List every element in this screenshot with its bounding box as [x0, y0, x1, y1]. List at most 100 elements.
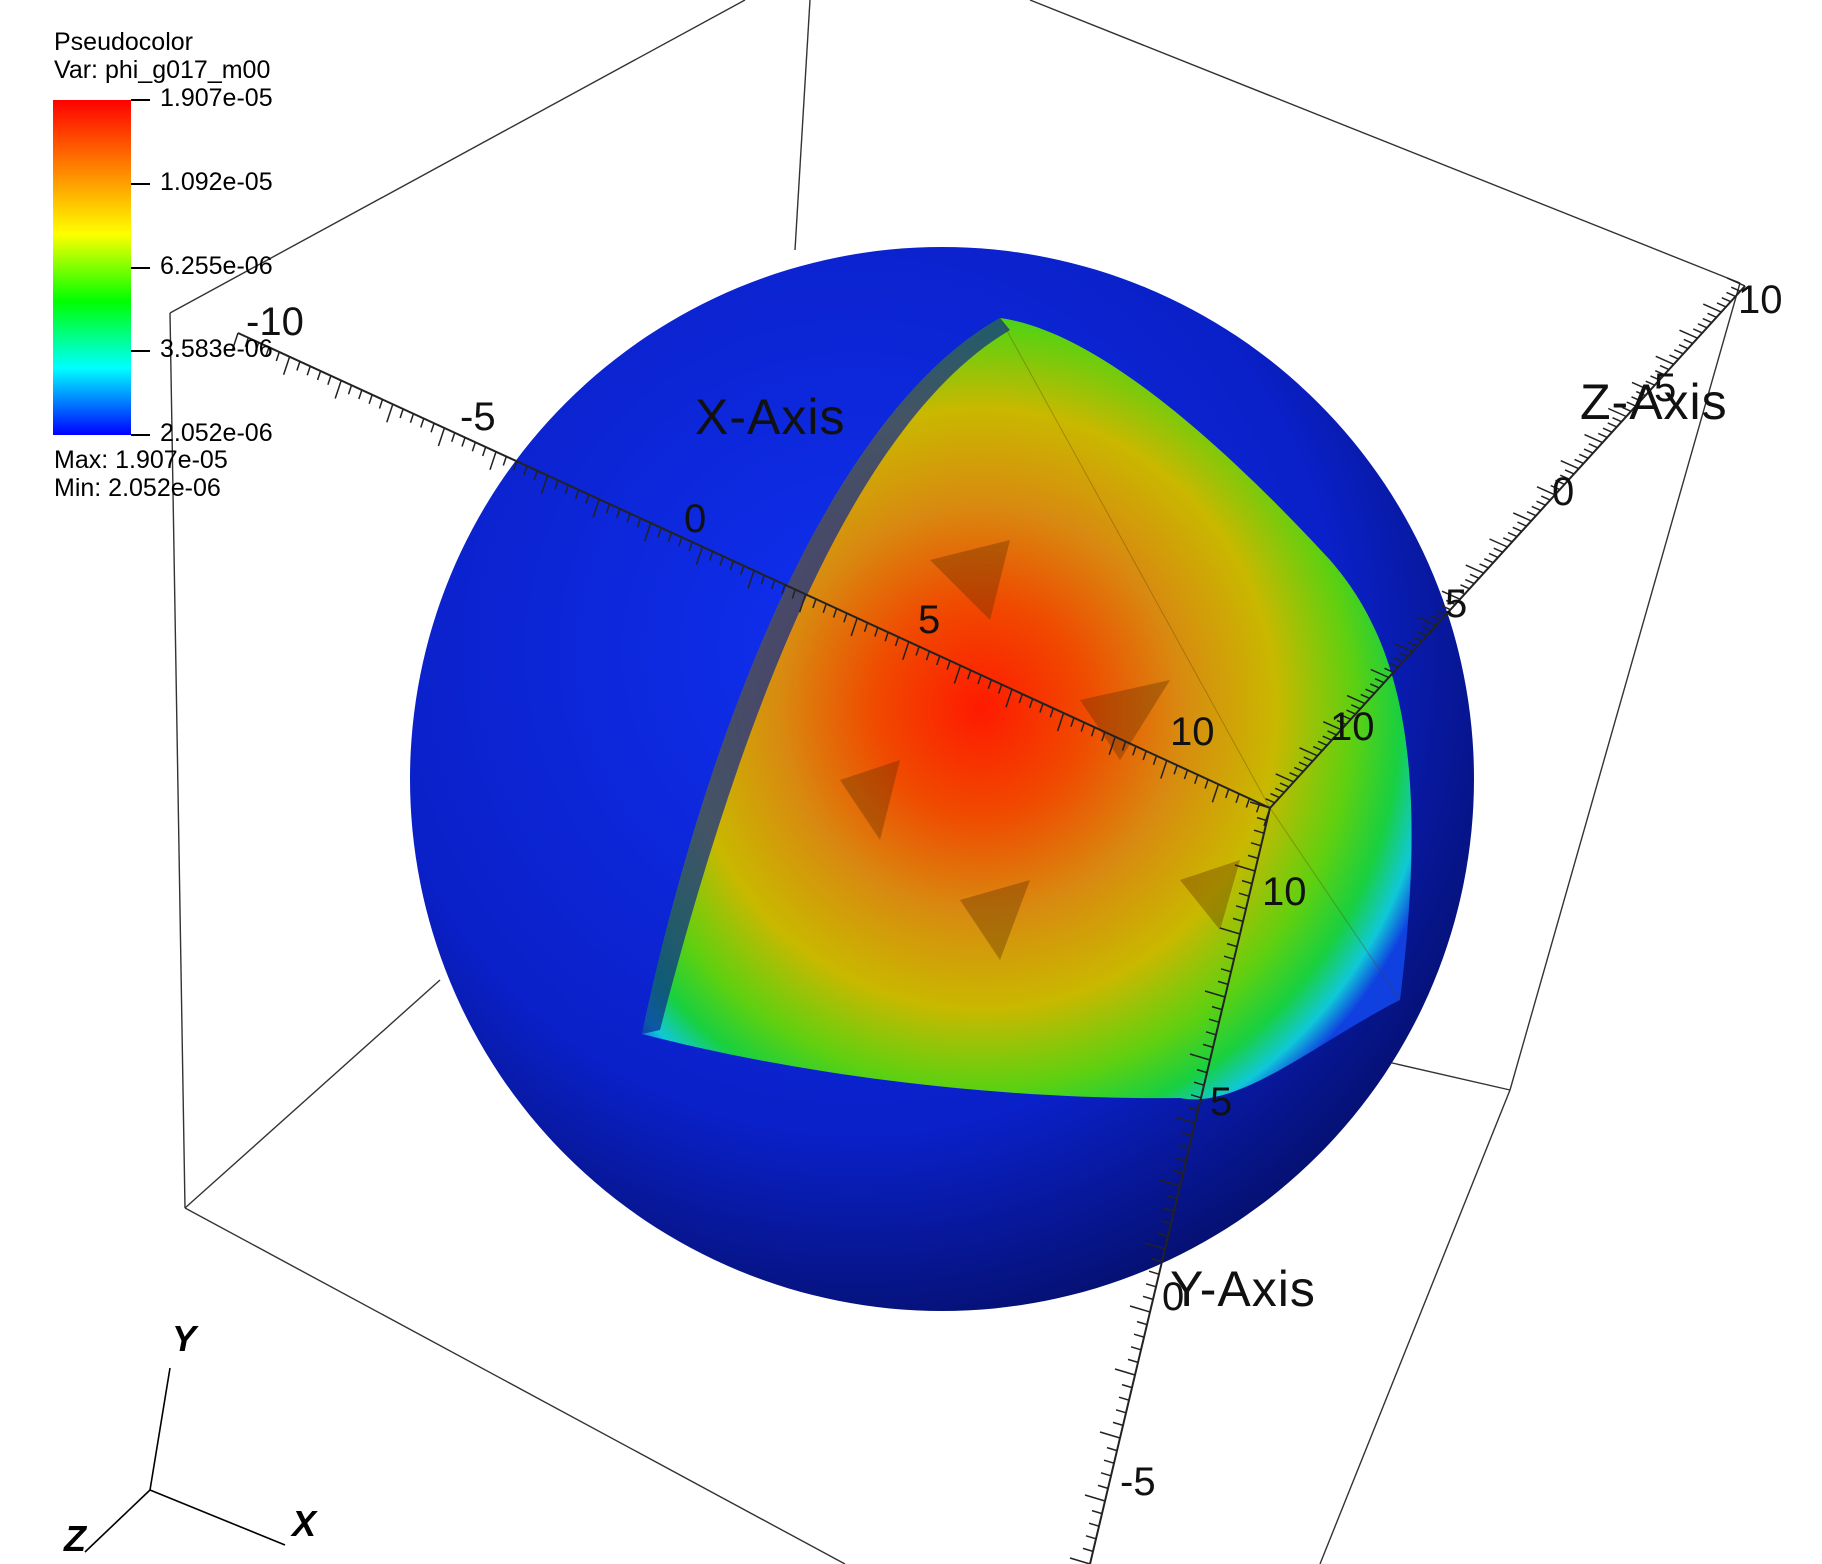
axis-tick: [1275, 773, 1295, 783]
z-axis-tick-label: 0: [1552, 470, 1575, 514]
axis-tick: [1219, 927, 1241, 935]
axis-tick: [719, 556, 724, 566]
x-axis-tick-label: -5: [460, 395, 496, 439]
axis-tick: [1091, 1509, 1103, 1515]
axis-tick: [1256, 816, 1268, 822]
axis-tick: [554, 480, 559, 490]
axis-tick: [1106, 1446, 1118, 1452]
axis-tick: [1133, 1333, 1145, 1338]
axis-tick: [1312, 745, 1323, 752]
axis-tick: [378, 399, 384, 409]
axis-tick: [1136, 1320, 1148, 1326]
axis-tick: [1574, 458, 1584, 465]
axis-tick: [977, 674, 982, 685]
axis-tick: [1654, 370, 1665, 376]
axis-tick: [1189, 1053, 1211, 1061]
axis-tick: [1536, 486, 1556, 496]
x-axis-title: X-Axis: [695, 389, 846, 445]
axis-tick: [275, 351, 280, 362]
axis-tick: [1702, 317, 1713, 324]
axis-tick: [1536, 500, 1546, 506]
legend-tick-label: 1.907e-05: [160, 84, 273, 112]
axis-tick: [1245, 798, 1251, 808]
x-axis-tick-label: -10: [246, 300, 304, 344]
axis-tick: [781, 584, 786, 594]
axis-tick: [1531, 505, 1542, 512]
axis-tick: [1465, 564, 1485, 574]
bounding-box: [169, 0, 1741, 1564]
z-axis-tick-label: 5: [1654, 366, 1677, 410]
axis-tick: [1697, 323, 1708, 329]
axis-tick: [1602, 427, 1613, 433]
axis-tick: [1148, 1270, 1160, 1275]
axis-tick: [1247, 854, 1259, 860]
axis-tick: [1253, 829, 1265, 834]
axis-tick: [1441, 590, 1461, 600]
axis-tick: [616, 508, 621, 518]
axis-tick: [1196, 1068, 1208, 1074]
axis-tick: [1669, 354, 1679, 360]
axis-tick: [1360, 693, 1371, 700]
axis-tick: [1099, 1431, 1121, 1439]
axis-tick: [1460, 584, 1470, 590]
axis-tick: [1194, 774, 1199, 784]
axis-tick: [1564, 469, 1575, 475]
axis-tick: [1223, 955, 1235, 960]
axis-tick: [1346, 709, 1356, 715]
axis-tick: [678, 537, 683, 547]
axis-tick: [1464, 578, 1475, 585]
axis-tick: [1112, 1421, 1124, 1427]
axis-tick: [386, 404, 394, 423]
axis-tick: [1274, 787, 1285, 794]
axis-tick: [1289, 771, 1299, 778]
axis-tick: [282, 356, 291, 375]
axis-tick: [533, 470, 538, 480]
axis-tick: [1225, 788, 1230, 799]
axis-tick: [1631, 381, 1651, 392]
axis-tick: [1299, 747, 1318, 757]
legend-plot-type: Pseudocolor: [54, 28, 193, 56]
axis-tick: [231, 332, 239, 352]
axis-tick: [1350, 704, 1361, 710]
axis-tick: [1417, 631, 1428, 637]
axis-tick: [695, 546, 704, 565]
axis-tick: [1090, 727, 1096, 737]
axis-tick: [1730, 286, 1741, 292]
axis-tick: [1659, 364, 1670, 371]
axis-tick: [902, 641, 910, 660]
axis-tick: [1322, 721, 1342, 731]
legend-color-bar: [53, 100, 131, 435]
axis-tick: [1407, 641, 1418, 647]
axis-tick: [1088, 1522, 1100, 1527]
z-axis-tick-label: 10: [1330, 705, 1375, 749]
axis-tick: [874, 627, 879, 637]
axis-tick: [437, 427, 446, 447]
axis-tick: [1635, 390, 1646, 397]
axis-tick: [798, 594, 807, 613]
axis-tick: [925, 651, 931, 661]
axis-tick: [1578, 453, 1589, 459]
axis-tick: [688, 541, 693, 552]
axis-tick: [1341, 714, 1352, 720]
axis-tick: [1702, 303, 1722, 313]
axis-tick: [306, 366, 311, 376]
axis-tick: [1175, 1157, 1187, 1162]
axis-tick: [739, 565, 745, 575]
axis-tick: [1517, 521, 1527, 527]
axis-tick: [791, 589, 796, 599]
axis-tick: [1160, 1220, 1172, 1225]
axis-tick: [1431, 615, 1442, 621]
axis-tick: [729, 560, 735, 571]
axis-tick: [1346, 694, 1366, 705]
axis-tick: [1082, 1547, 1094, 1553]
axis-tick: [1612, 417, 1622, 423]
axis-tick: [1336, 719, 1347, 726]
axis-tick: [334, 380, 342, 399]
axis-tick: [1084, 1494, 1106, 1502]
axis-tick: [564, 484, 569, 495]
axis-tick: [1241, 879, 1253, 885]
axis-tick: [1187, 1106, 1199, 1112]
axis-tick: [1172, 1169, 1184, 1175]
